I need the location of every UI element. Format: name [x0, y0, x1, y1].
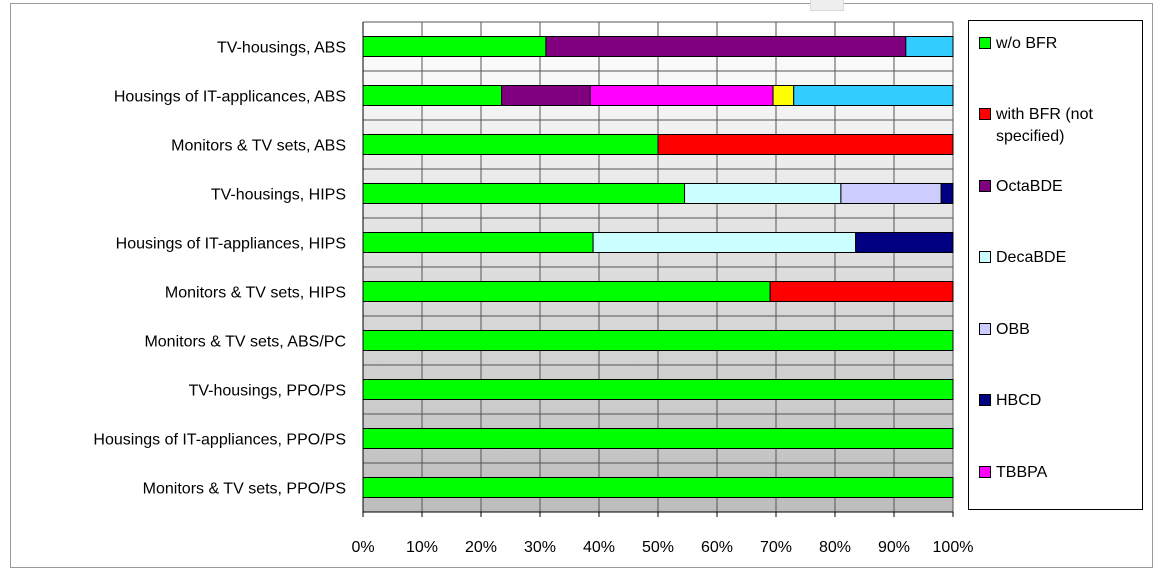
x-tick-label: 90% [878, 539, 910, 556]
legend-swatch [979, 394, 991, 406]
legend-item: with BFR (not specified) [979, 104, 1139, 148]
x-tick-label: 50% [642, 539, 674, 556]
legend-swatch [979, 37, 991, 49]
category-label: Housings of IT-appliances, HIPS [116, 236, 346, 253]
legend-item: DecaBDE [979, 247, 1139, 269]
bars [362, 36, 954, 498]
bar-segment [905, 36, 954, 57]
category-label: Housings of IT-applicances, ABS [114, 89, 346, 106]
bar-segment [362, 232, 594, 253]
bar-segment [657, 134, 954, 155]
legend-item: w/o BFR [979, 33, 1139, 55]
legend-item: TBBPA [979, 462, 1139, 484]
legend-item: HBCD [979, 390, 1139, 412]
bar-segment [855, 232, 954, 253]
x-tick-label: 20% [465, 539, 497, 556]
bar-segment [362, 183, 686, 204]
x-tick-label: 10% [406, 539, 438, 556]
x-tick-label: 40% [583, 539, 615, 556]
legend-swatch [979, 251, 991, 263]
x-tick-label: 100% [933, 539, 974, 556]
bar-segment [545, 36, 907, 57]
category-label: Monitors & TV sets, PPO/PS [143, 481, 346, 498]
x-tick-label: 70% [760, 539, 792, 556]
legend: w/o BFR with BFR (not specified) OctaBDE De… [968, 20, 1143, 510]
x-tick-label: 60% [701, 539, 733, 556]
x-tick-label: 30% [524, 539, 556, 556]
category-label: TV-housings, ABS [217, 40, 346, 57]
category-label: Monitors & TV sets, HIPS [165, 285, 346, 302]
bar-segment [501, 85, 591, 106]
bar-segment [840, 183, 942, 204]
category-labels: TV-housings, ABS Housings of IT-applicanc… [93, 40, 346, 498]
x-tick-label: 0% [351, 539, 374, 556]
legend-swatch [979, 323, 991, 335]
bar-segment [362, 85, 503, 106]
category-label: Monitors & TV sets, ABS/PC [144, 334, 346, 351]
legend-label: OBB [996, 321, 1030, 338]
category-label: Housings of IT-appliances, PPO/PS [93, 432, 346, 449]
bar-segment [940, 183, 954, 204]
legend-label: DecaBDE [996, 249, 1067, 266]
legend-swatch [979, 108, 991, 120]
bar-segment [362, 379, 954, 400]
bar-segment [592, 232, 857, 253]
bar-segment [362, 428, 954, 449]
legend-label: with BFR (not specified) [996, 106, 1093, 145]
legend-label: w/o BFR [996, 35, 1058, 52]
bar-segment [793, 85, 954, 106]
bar-segment [362, 281, 771, 302]
legend-item: OBB [979, 319, 1139, 341]
legend-label: TBBPA [996, 464, 1048, 481]
bar-segment [684, 183, 842, 204]
bar-segment [589, 85, 774, 106]
bar-segment [769, 281, 954, 302]
legend-label: OctaBDE [996, 178, 1063, 195]
legend-item: OctaBDE [979, 176, 1139, 198]
bar-segment [362, 330, 954, 351]
bar-segment [362, 477, 954, 498]
bar-segment [362, 36, 547, 57]
x-tick-label: 80% [819, 539, 851, 556]
bar-segment [772, 85, 795, 106]
legend-label: HBCD [996, 392, 1042, 409]
legend-swatch [979, 180, 991, 192]
category-label: TV-housings, HIPS [211, 187, 346, 204]
top-tab [810, 0, 844, 11]
x-tick-labels: 0% 10% 20% 30% 40% 50% 60% 70% 80% 90% 100% [351, 539, 973, 556]
bar-segment [362, 134, 659, 155]
category-label: TV-housings, PPO/PS [189, 383, 346, 400]
category-label: Monitors & TV sets, ABS [171, 138, 346, 155]
legend-swatch [979, 466, 991, 478]
